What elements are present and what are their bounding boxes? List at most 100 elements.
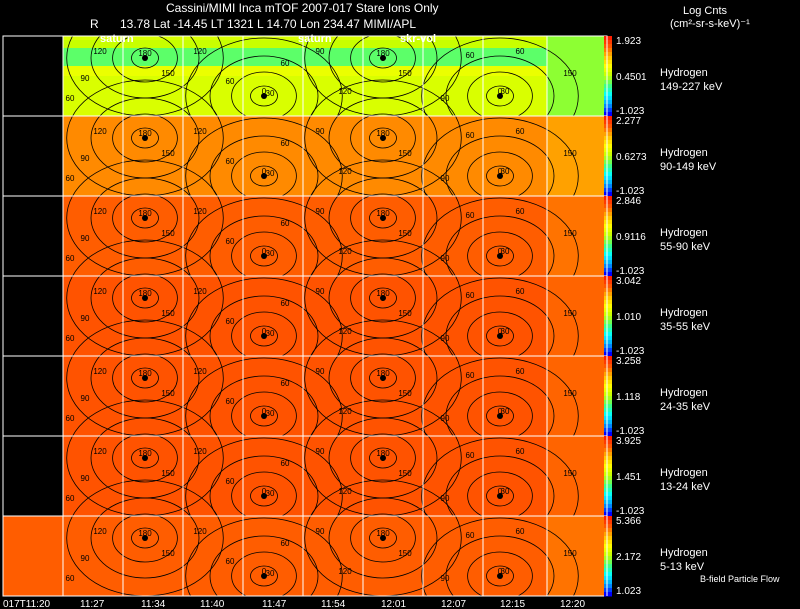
contour-label: 150 (161, 229, 175, 238)
x-tick-label: 11:47 (262, 599, 287, 609)
panel-background (3, 196, 547, 276)
pole-marker (497, 573, 503, 579)
contour-label: 180 (376, 209, 390, 218)
colorbar-segment (604, 384, 612, 389)
contour-line (231, 551, 297, 601)
colorbar-min-label: 1.023 (616, 586, 641, 597)
colorbar-segment (604, 572, 612, 577)
contour-label: 120 (193, 127, 207, 136)
colorbar-segment (604, 288, 612, 293)
contour-label: 120 (338, 167, 352, 176)
contour-label: 150 (398, 389, 412, 398)
pole-marker (142, 135, 148, 141)
contour-label: 90 (316, 47, 325, 56)
contour-line (131, 447, 159, 469)
colorbar-segment (604, 304, 612, 309)
contour-label: 90 (441, 574, 450, 583)
colorbar-segment (604, 268, 612, 273)
colorbar-segment (604, 532, 612, 537)
final-column (547, 116, 607, 196)
contour-line (369, 127, 397, 149)
contour-label: 120 (193, 367, 207, 376)
colorbar-segment (604, 100, 612, 105)
r-label: R (90, 17, 99, 31)
contour-label: 60 (516, 47, 525, 56)
colorbar-segment (604, 348, 612, 353)
contour-label: 0 (262, 87, 267, 96)
contour-label: 90 (441, 334, 450, 343)
contour-label: 120 (93, 127, 107, 136)
contour-label: 120 (338, 407, 352, 416)
contour-label: 30 (266, 329, 275, 338)
colorbar-segment (604, 180, 612, 185)
colorbar-segment (604, 352, 612, 357)
colorbar-segment (604, 224, 612, 229)
energy-label: 35-55 keV (660, 321, 711, 333)
contour-label: 150 (563, 149, 577, 158)
contour-line (369, 47, 397, 69)
colorbar-segment (604, 408, 612, 413)
x-tick-label: 017T11:20 (3, 599, 51, 609)
contour-line (209, 535, 319, 609)
contour-label: 120 (338, 567, 352, 576)
contour-label: 150 (563, 389, 577, 398)
colorbar-segment (604, 84, 612, 89)
colorbar-mid-label: 0.6273 (616, 152, 647, 163)
colorbar-segment (604, 140, 612, 145)
species-label: Hydrogen (660, 387, 708, 399)
species-label: Hydrogen (660, 67, 708, 79)
colorbar-segment (604, 436, 612, 441)
final-column (547, 436, 607, 516)
colorbar-segment (604, 420, 612, 425)
colorbar-mid-label: 1.451 (616, 472, 641, 483)
contour-line (250, 405, 278, 427)
colorbar-segment (604, 252, 612, 257)
pole-marker (261, 253, 267, 259)
contour-label: 60 (66, 494, 75, 503)
contour-label: 60 (281, 139, 290, 148)
contour-label: 150 (563, 229, 577, 238)
pole-marker (497, 413, 503, 419)
contour-label: 180 (376, 289, 390, 298)
contour-label: 120 (338, 247, 352, 256)
contour-label: 120 (93, 447, 107, 456)
pole-marker (380, 455, 386, 461)
species-label: Hydrogen (660, 307, 708, 319)
contour-line (131, 207, 159, 229)
contour-label: 180 (138, 369, 152, 378)
colorbar-segment (604, 192, 612, 197)
contour-label: 90 (316, 207, 325, 216)
colorbar-segment (604, 120, 612, 125)
colorbar-segment (604, 112, 612, 117)
colorbar-segment (604, 492, 612, 497)
colorbar-segment (604, 128, 612, 133)
contour-line (112, 113, 178, 163)
contour-label: 90 (441, 94, 450, 103)
colorbar-segment (604, 80, 612, 85)
contour-label: 180 (138, 129, 152, 138)
contour-line (486, 485, 514, 507)
energy-label: 24-35 keV (660, 401, 711, 413)
contour-label: 90 (316, 367, 325, 376)
contour-label: 90 (81, 474, 90, 483)
colorbar-segment (604, 472, 612, 477)
contour-label: 150 (563, 469, 577, 478)
energy-label: 5-13 keV (660, 561, 705, 573)
colorbar-segment (604, 464, 612, 469)
colorbar-segment (604, 296, 612, 301)
pole-marker (497, 173, 503, 179)
x-tick-label: 12:15 (500, 599, 525, 609)
contour-line (350, 113, 416, 163)
colorbar-title-line1: Log Cnts (683, 5, 728, 17)
contour-label: 30 (501, 87, 510, 96)
colorbar-segment (604, 448, 612, 453)
colorbar-max-label: 5.366 (616, 516, 641, 527)
colorbar-segment (604, 168, 612, 173)
contour-label: 60 (226, 317, 235, 326)
contour-line (90, 497, 200, 579)
contour-label: 120 (193, 527, 207, 536)
colorbar-segment (604, 256, 612, 261)
contour-line (350, 193, 416, 243)
colorbar-segment (604, 340, 612, 345)
colorbar-segment (604, 360, 612, 365)
